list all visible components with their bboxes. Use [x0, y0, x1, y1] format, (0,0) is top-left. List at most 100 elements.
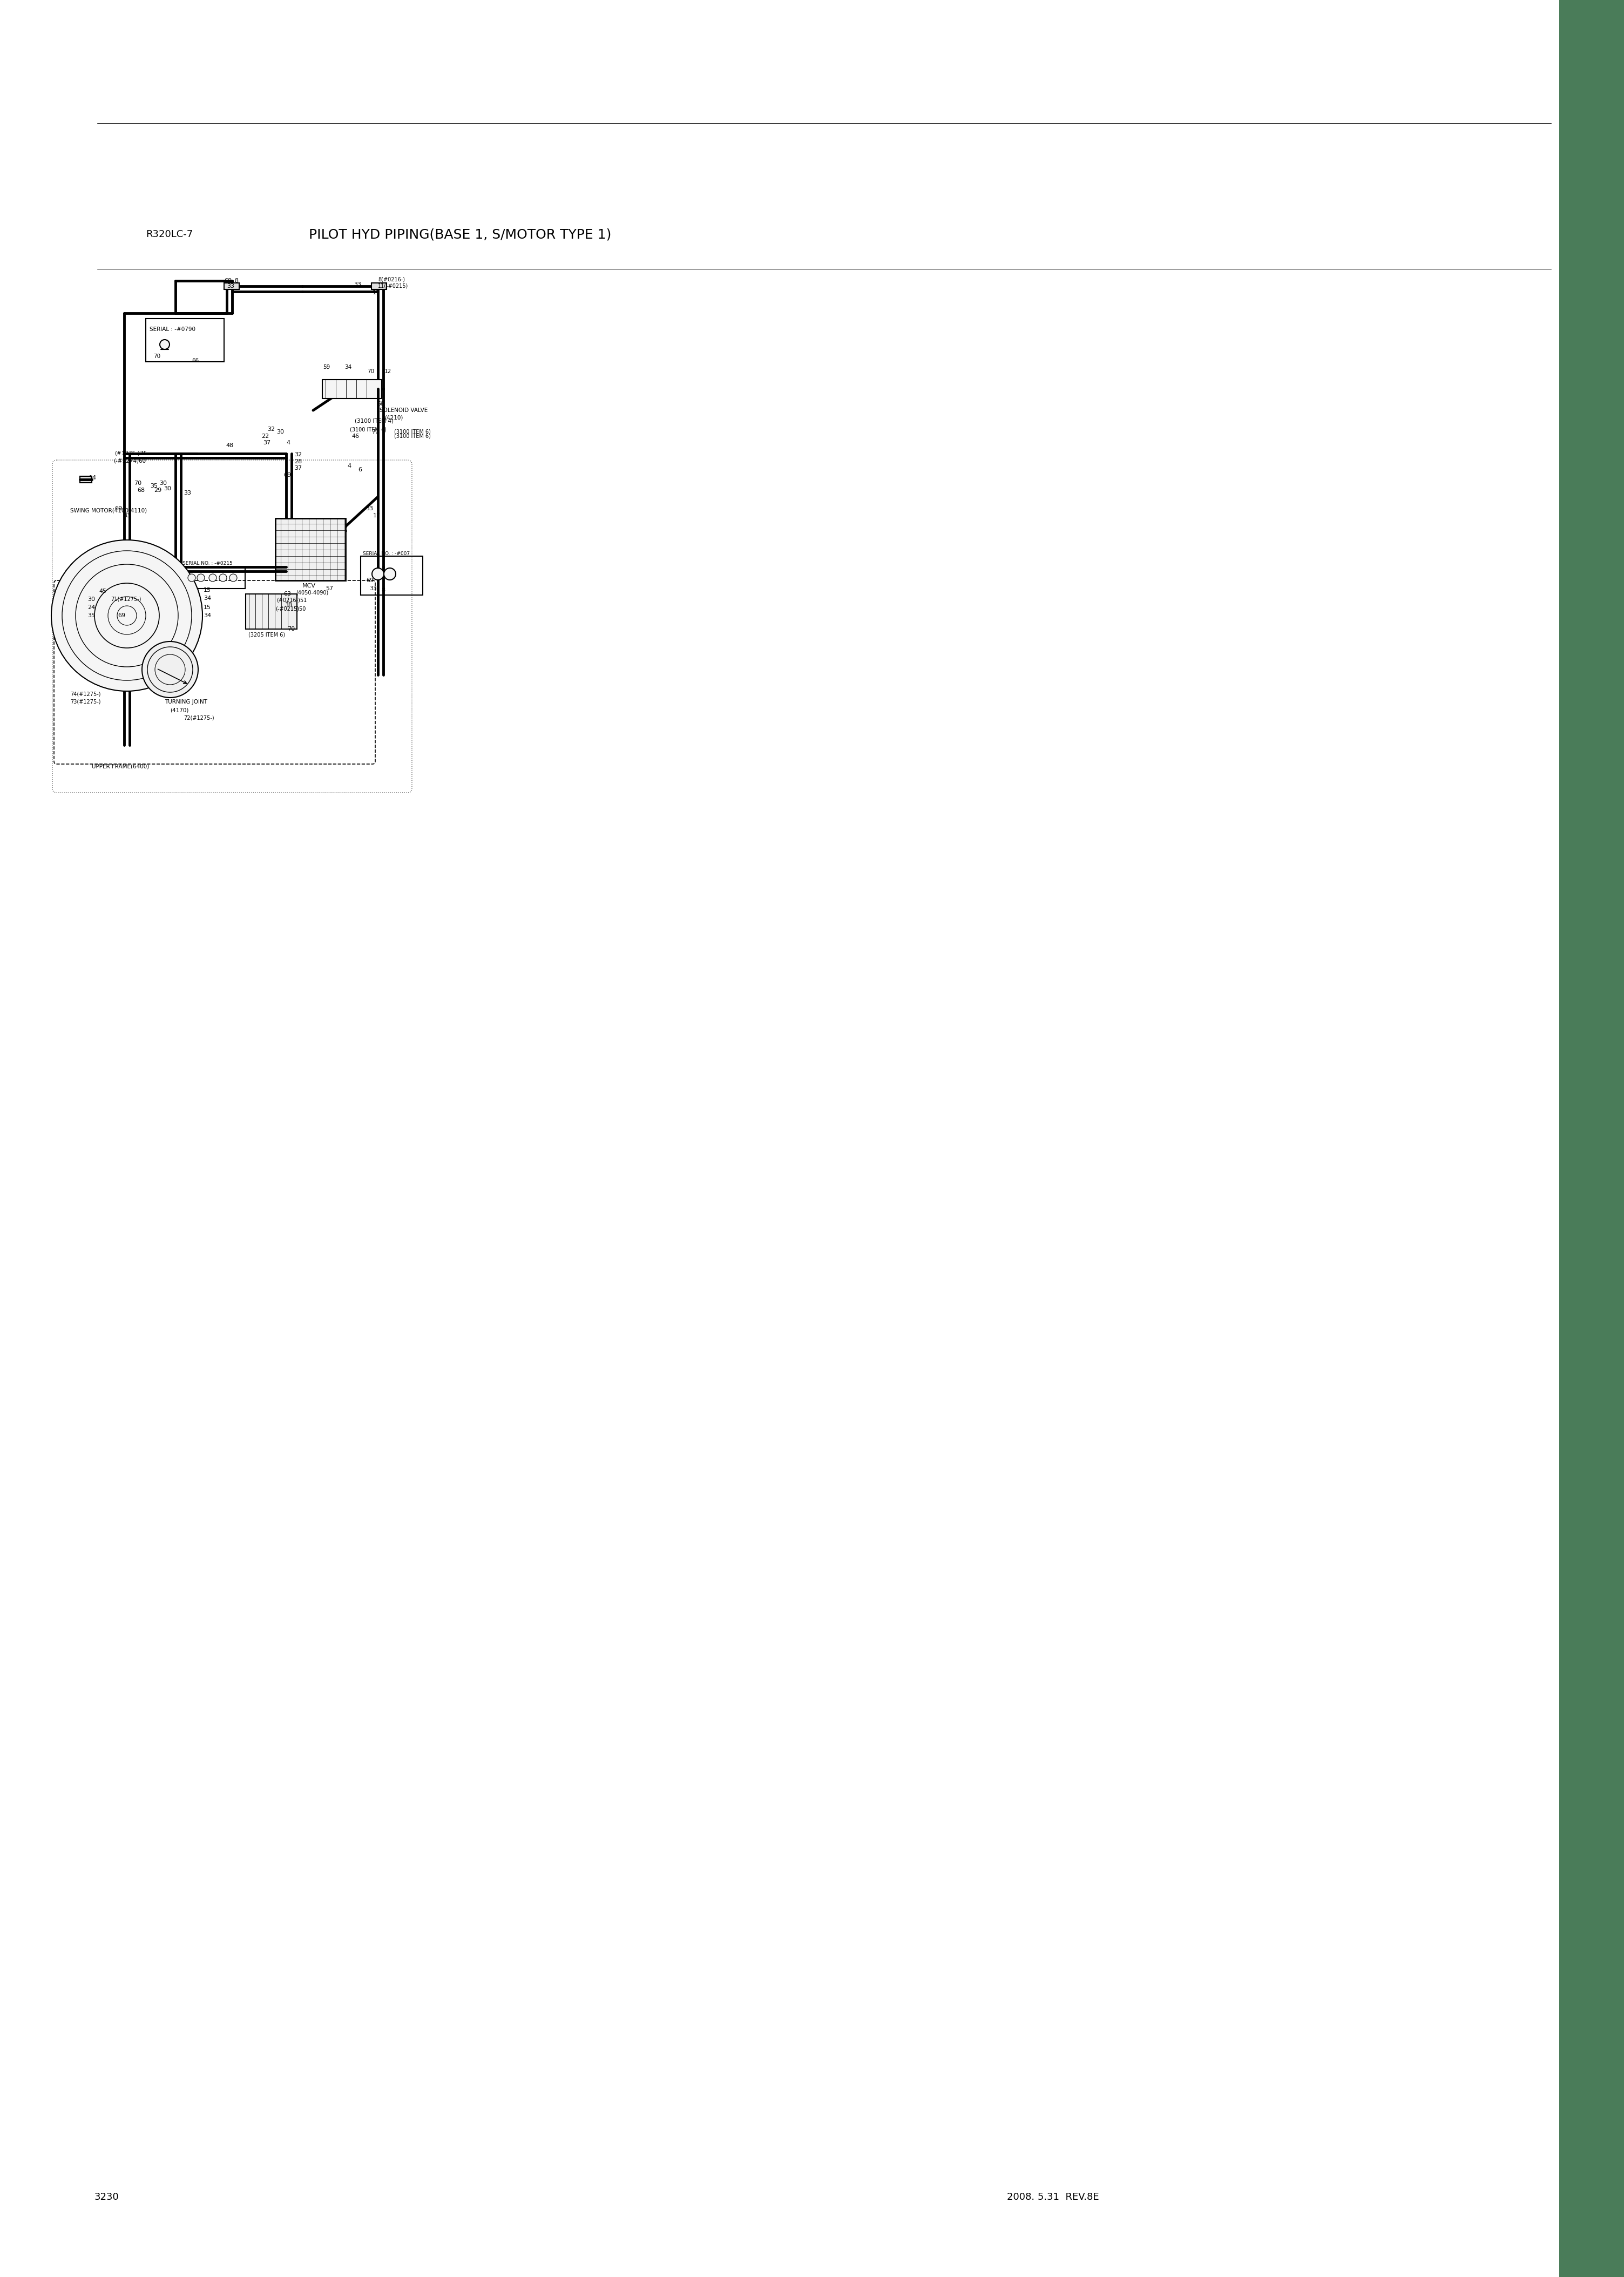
Circle shape: [219, 574, 227, 581]
Bar: [276, 519, 346, 581]
Text: 38: 38: [284, 601, 292, 608]
Text: 32: 32: [294, 451, 302, 458]
Text: 8: 8: [382, 587, 385, 592]
Text: 30: 30: [164, 485, 171, 492]
Text: 34: 34: [158, 651, 166, 656]
Text: (3100 ITEM 4): (3100 ITEM 4): [349, 426, 387, 433]
Text: 8(#0216-): 8(#0216-): [378, 278, 404, 282]
Bar: [80, 476, 93, 483]
Text: 22: 22: [261, 433, 270, 439]
Text: 11(-#0215): 11(-#0215): [378, 282, 408, 289]
Text: (#0216-)51: (#0216-)51: [276, 599, 307, 603]
Text: 66: 66: [377, 401, 383, 408]
Circle shape: [159, 339, 169, 348]
Bar: [245, 594, 297, 628]
Text: 70: 70: [372, 430, 378, 435]
Text: 29: 29: [154, 487, 161, 494]
Text: 35: 35: [149, 483, 158, 490]
Text: 3230: 3230: [94, 2193, 119, 2202]
Text: PILOT HYD PIPING(BASE 1, S/MOTOR TYPE 1): PILOT HYD PIPING(BASE 1, S/MOTOR TYPE 1): [309, 228, 611, 241]
Text: 70: 70: [367, 369, 374, 373]
Text: 4: 4: [286, 439, 291, 446]
Circle shape: [372, 567, 383, 581]
Text: UPPER FRAME(6400): UPPER FRAME(6400): [93, 765, 149, 770]
Text: SWING MOTOR(4100-4110): SWING MOTOR(4100-4110): [70, 508, 146, 512]
Text: 33: 33: [354, 282, 361, 287]
Text: 37: 37: [294, 465, 302, 471]
Text: 71(#1275-): 71(#1275-): [110, 597, 141, 601]
Text: (3205 ITEM 6): (3205 ITEM 6): [248, 631, 286, 638]
Bar: [224, 282, 239, 289]
Text: 63: 63: [284, 592, 291, 597]
Text: 2008. 5.31  REV.8E: 2008. 5.31 REV.8E: [1007, 2193, 1099, 2202]
Text: 33: 33: [123, 512, 130, 519]
Text: 57: 57: [325, 585, 333, 592]
Bar: [1559, 0, 1624, 2277]
Bar: [146, 319, 224, 362]
Bar: [361, 556, 422, 594]
Text: SOLENOID VALVE: SOLENOID VALVE: [380, 408, 427, 412]
Text: 15: 15: [203, 606, 211, 610]
Bar: [180, 567, 245, 587]
Text: 34: 34: [203, 613, 211, 619]
Text: (-#0215)50: (-#0215)50: [276, 606, 305, 610]
Text: 33: 33: [365, 505, 374, 512]
Text: (-#1274)60: (-#1274)60: [114, 458, 146, 462]
Text: 15: 15: [203, 587, 211, 592]
Text: 24: 24: [88, 606, 96, 610]
Text: 8: 8: [234, 278, 239, 282]
Text: 74(#1275-): 74(#1275-): [70, 692, 101, 697]
Circle shape: [141, 642, 198, 697]
Text: 66: 66: [192, 357, 198, 364]
Text: (4050-4090): (4050-4090): [296, 590, 328, 597]
Text: 35: 35: [88, 613, 96, 619]
Text: 72(#1275-): 72(#1275-): [184, 715, 214, 722]
Circle shape: [383, 567, 396, 581]
Text: 14: 14: [89, 476, 97, 480]
Text: 59: 59: [323, 364, 330, 369]
Text: (3100 ITEM 4): (3100 ITEM 4): [354, 419, 393, 424]
Text: 73(#1275-): 73(#1275-): [70, 699, 101, 704]
Text: MCV: MCV: [302, 583, 315, 587]
Text: (4170): (4170): [171, 708, 188, 713]
Text: 6: 6: [357, 467, 362, 471]
Text: 30: 30: [276, 430, 284, 435]
Text: TURNING JOINT: TURNING JOINT: [164, 699, 208, 704]
Text: 70: 70: [287, 626, 296, 631]
Circle shape: [188, 574, 195, 581]
Text: 69: 69: [114, 505, 122, 512]
Bar: [372, 282, 387, 289]
Text: 69: 69: [224, 278, 232, 282]
Circle shape: [209, 574, 216, 581]
Text: 33: 33: [184, 490, 192, 496]
Text: 30: 30: [88, 597, 96, 601]
Text: 70: 70: [133, 480, 141, 485]
Circle shape: [197, 574, 205, 581]
Text: SERIAL NO. : -#007: SERIAL NO. : -#007: [362, 551, 409, 556]
Text: 69: 69: [284, 471, 291, 478]
Text: 11: 11: [372, 289, 380, 296]
Text: 34: 34: [203, 597, 211, 601]
Circle shape: [52, 540, 203, 692]
Text: 28: 28: [294, 460, 302, 465]
Text: SERIAL : -#0790: SERIAL : -#0790: [149, 326, 195, 332]
Text: R320LC-7: R320LC-7: [146, 230, 193, 239]
Text: 37: 37: [263, 439, 271, 446]
Text: 70: 70: [153, 353, 161, 360]
Text: 46: 46: [351, 433, 359, 439]
Text: 33: 33: [227, 282, 234, 289]
Circle shape: [229, 574, 237, 581]
Text: (#1275-)75: (#1275-)75: [114, 451, 148, 455]
Text: 68: 68: [136, 487, 145, 494]
Text: SERIAL NO. : -#0215: SERIAL NO. : -#0215: [182, 560, 232, 565]
Text: 69: 69: [117, 613, 125, 619]
Text: 30: 30: [159, 480, 167, 485]
Text: 17: 17: [374, 512, 380, 519]
Text: 34: 34: [344, 364, 352, 369]
Text: (3100 ITEM 6): (3100 ITEM 6): [395, 433, 430, 439]
Text: 45: 45: [99, 587, 107, 594]
Text: 32: 32: [268, 426, 274, 433]
Text: 33: 33: [369, 585, 377, 592]
Text: 12: 12: [385, 369, 391, 373]
Text: (3100 ITEM 6): (3100 ITEM 6): [395, 430, 430, 435]
